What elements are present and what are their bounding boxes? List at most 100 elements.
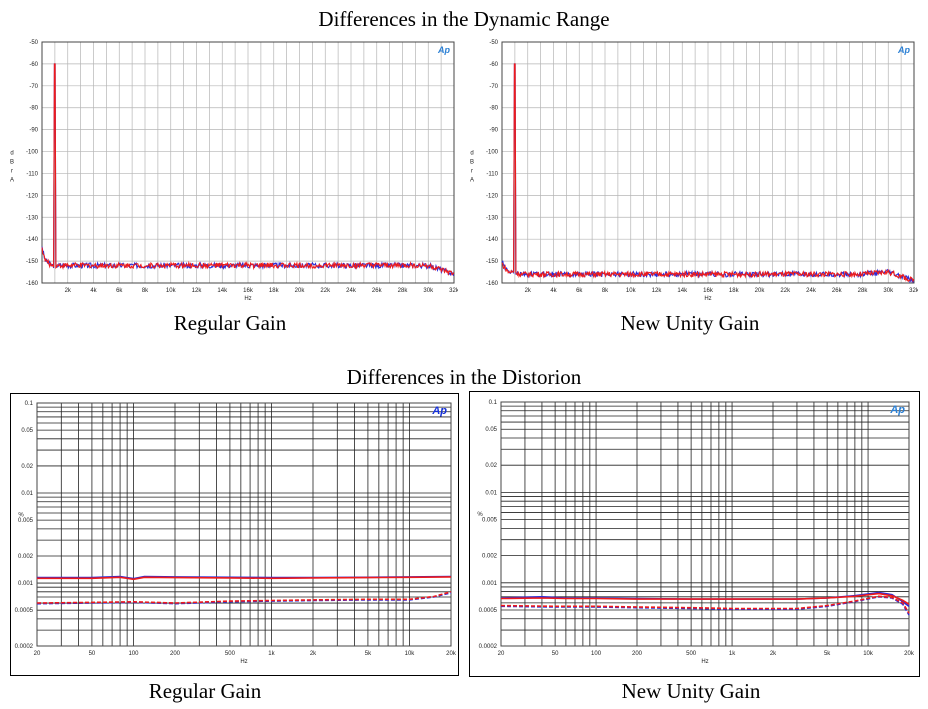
- distortion-regular-chart: 20 50 100 200 500 1k 2k 5k 10k 20k 0.1 0.05 0.02 0.01…: [15, 401, 457, 665]
- y-tick-label: -140: [26, 237, 39, 243]
- x-tick-label: 500: [686, 651, 697, 657]
- y-axis-label: %: [18, 513, 24, 519]
- x-tick-label: 10k: [166, 288, 177, 294]
- y-tick-label: 0.0005: [479, 608, 498, 614]
- y-tick-label: 0.005: [482, 518, 498, 524]
- y-axis-label: %: [477, 512, 483, 518]
- x-tick-label: 8k: [142, 288, 149, 294]
- x-tick-label: 14k: [217, 288, 228, 294]
- x-tick-label: 6k: [576, 288, 583, 294]
- x-tick-label: 100: [591, 651, 602, 657]
- y-tick-label: 0.02: [21, 464, 33, 470]
- y-tick-label: -80: [489, 106, 498, 112]
- x-tick-label: 500: [225, 651, 236, 657]
- x-tick-label: 2k: [770, 651, 777, 657]
- y-tick-label: -110: [486, 171, 498, 177]
- x-tick-label: 2k: [525, 288, 532, 294]
- x-tick-label: 32k: [909, 288, 918, 294]
- y-tick-label: 0.002: [18, 554, 34, 560]
- caption-bottom-left: Regular Gain: [148, 679, 262, 703]
- x-tick-label: 18k: [269, 288, 280, 294]
- x-tick-label: 50: [89, 651, 96, 657]
- chart-panel-top-left: 2k 4k 6k 8k 10k 12k 14k 16k 18k 20k 22k 24k 26k 28k 30…: [2, 36, 458, 308]
- grid-lines: [42, 42, 454, 283]
- series-line-red-solid: [37, 576, 452, 581]
- y-tick-label: -100: [486, 150, 499, 156]
- x-tick-label: 12k: [652, 288, 663, 294]
- x-tick-label: 2k: [65, 288, 72, 294]
- x-tick-label: 8k: [602, 288, 609, 294]
- caption-top-left: Regular Gain: [173, 311, 287, 335]
- y-tick-label: 0.1: [489, 400, 498, 406]
- grid-lines: [500, 401, 910, 647]
- chart-panel-bottom-left: 20 50 100 200 500 1k 2k 5k 10k 20k 0.1 0.05 0.02 0.01…: [10, 393, 459, 676]
- x-tick-label: 200: [170, 651, 181, 657]
- x-tick-label: 1k: [268, 651, 275, 657]
- distortion-heading: Differences in the Distorion: [346, 365, 582, 389]
- x-tick-label: 10k: [405, 651, 416, 657]
- x-tick-label: 20k: [295, 288, 306, 294]
- y-tick-label: 0.001: [482, 581, 498, 587]
- y-tick-label: 0.01: [485, 490, 497, 496]
- y-tick-label: 0.05: [21, 428, 33, 434]
- x-axis-label: Hz: [704, 296, 711, 302]
- y-tick-label: -60: [29, 62, 38, 68]
- y-tick-label: -100: [26, 150, 39, 156]
- y-tick-label: 0.0005: [15, 608, 34, 614]
- x-tick-label: 18k: [729, 288, 740, 294]
- x-tick-label: 28k: [858, 288, 869, 294]
- caption-bottom-right: New Unity Gain: [621, 679, 761, 703]
- dynamic-range-heading: Differences in the Dynamic Range: [318, 7, 610, 31]
- ap-logo-icon: Ap: [889, 404, 905, 416]
- plot-frame: [41, 41, 455, 284]
- y-tick-label: -160: [26, 281, 39, 287]
- series-line-red: [41, 63, 455, 277]
- plot-frame: [36, 402, 452, 647]
- ap-logo-icon: Ap: [437, 45, 450, 55]
- x-tick-label: 20k: [755, 288, 766, 294]
- x-tick-label: 24k: [806, 288, 817, 294]
- ap-logo-icon: Ap: [431, 405, 447, 417]
- x-axis-label: Hz: [244, 296, 251, 302]
- x-tick-label: 22k: [320, 288, 331, 294]
- x-tick-label: 50: [552, 651, 559, 657]
- y-tick-label: 0.1: [25, 401, 34, 407]
- y-tick-label: -120: [486, 193, 499, 199]
- series-line-red: [501, 63, 915, 283]
- distortion-unity-chart: 20 50 100 200 500 1k 2k 5k 10k 20k 0.1 0.05 0.02 0.01…: [477, 400, 915, 665]
- y-tick-label: -70: [489, 84, 498, 90]
- dynamic-range-regular-chart: 2k 4k 6k 8k 10k 12k 14k 16k 18k 20k 22k 24k 26k 28k 30…: [10, 40, 458, 302]
- y-tick-label: -50: [29, 40, 38, 46]
- y-tick-label: -110: [26, 171, 38, 177]
- y-tick-label: -160: [486, 281, 499, 287]
- y-tick-label: -90: [29, 128, 38, 134]
- x-tick-label: 28k: [398, 288, 409, 294]
- x-tick-label: 6k: [116, 288, 123, 294]
- y-tick-label: 0.02: [485, 463, 497, 469]
- x-tick-label: 5k: [365, 651, 372, 657]
- x-tick-label: 16k: [243, 288, 254, 294]
- dynamic-range-unity-chart: 2k 4k 6k 8k 10k 12k 14k 16k 18k 20k 22k 24k 26k 28k 30…: [470, 40, 918, 302]
- y-tick-label: -50: [489, 40, 498, 46]
- x-tick-label: 200: [632, 651, 643, 657]
- x-tick-label: 20k: [904, 651, 915, 657]
- y-tick-label: -140: [486, 237, 499, 243]
- x-tick-label: 20k: [446, 651, 457, 657]
- plot-frame: [500, 401, 910, 647]
- y-tick-label: 0.05: [485, 427, 497, 433]
- y-tick-label: -80: [29, 106, 38, 112]
- x-tick-label: 4k: [90, 288, 97, 294]
- grid-lines: [502, 42, 914, 283]
- y-tick-label: -90: [489, 128, 498, 134]
- x-tick-label: 20: [34, 651, 41, 657]
- series-line-red-dashed: [36, 591, 452, 604]
- x-tick-label: 32k: [449, 288, 458, 294]
- x-tick-label: 10k: [863, 651, 874, 657]
- x-tick-label: 5k: [824, 651, 831, 657]
- chart-panel-bottom-right: 20 50 100 200 500 1k 2k 5k 10k 20k 0.1 0.05 0.02 0.01…: [469, 391, 920, 677]
- x-tick-label: 26k: [372, 288, 383, 294]
- y-tick-label: 0.001: [18, 581, 34, 587]
- y-tick-label: -60: [489, 62, 498, 68]
